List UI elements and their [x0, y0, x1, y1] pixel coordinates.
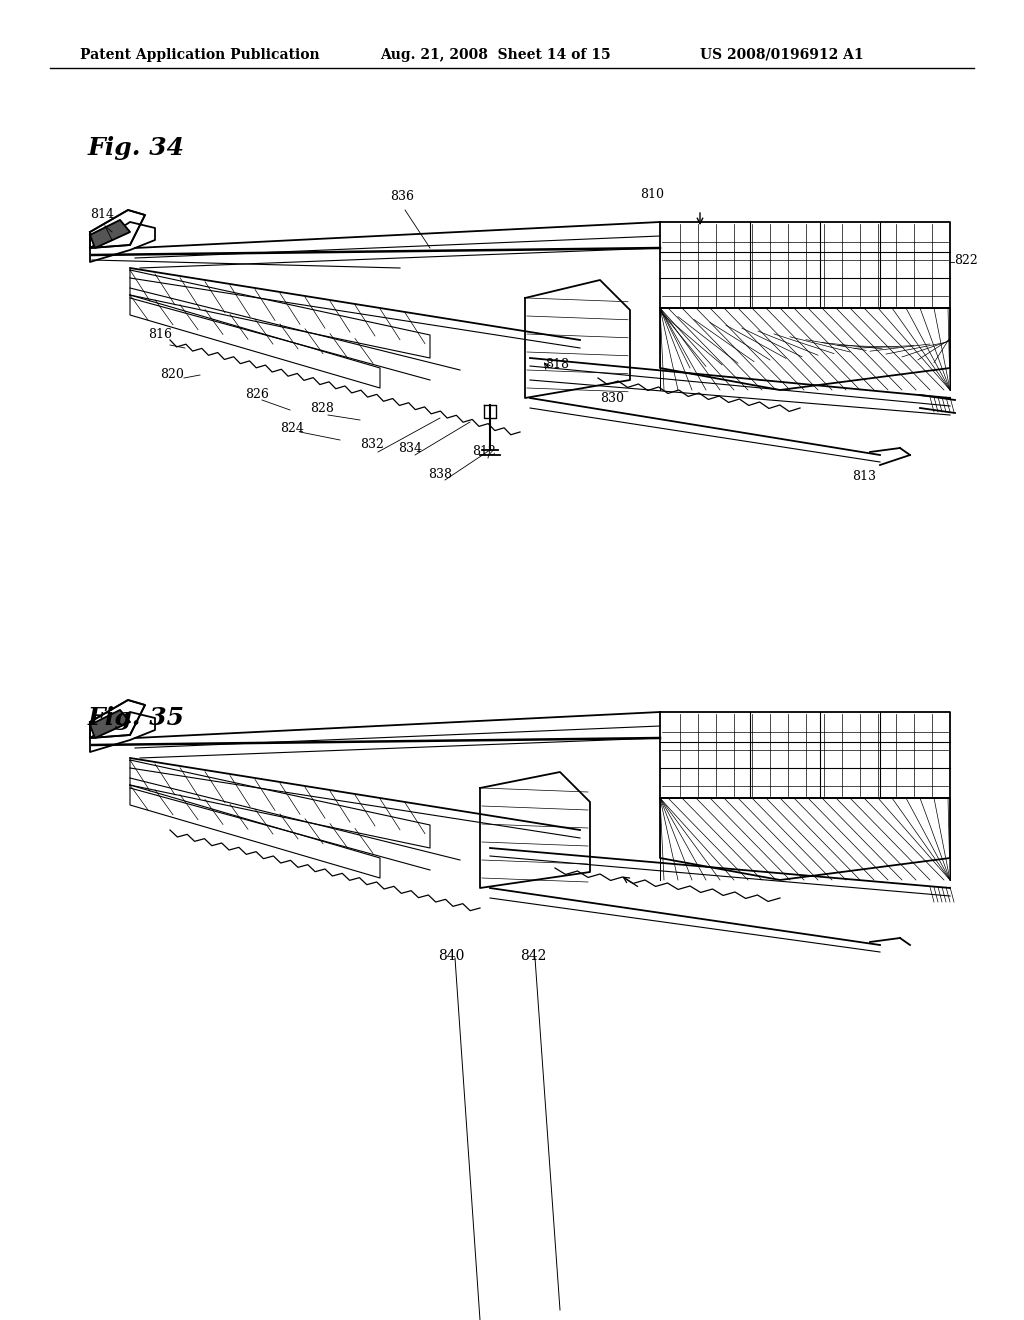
Text: 836: 836 [390, 190, 414, 203]
Polygon shape [90, 220, 130, 248]
Text: 826: 826 [245, 388, 269, 401]
Text: 828: 828 [310, 403, 334, 414]
Text: 834: 834 [398, 442, 422, 455]
Text: 832: 832 [360, 438, 384, 451]
Text: 840: 840 [438, 949, 464, 964]
Text: Aug. 21, 2008  Sheet 14 of 15: Aug. 21, 2008 Sheet 14 of 15 [380, 48, 610, 62]
Text: 842: 842 [520, 949, 547, 964]
Text: 813: 813 [852, 470, 876, 483]
Text: 838: 838 [428, 469, 452, 480]
Text: Patent Application Publication: Patent Application Publication [80, 48, 319, 62]
Text: 816: 816 [148, 327, 172, 341]
Text: 814: 814 [90, 209, 114, 220]
Text: 812: 812 [472, 445, 496, 458]
Text: Fig. 35: Fig. 35 [88, 706, 185, 730]
Text: 818: 818 [545, 358, 569, 371]
Text: US 2008/0196912 A1: US 2008/0196912 A1 [700, 48, 863, 62]
Polygon shape [90, 710, 130, 738]
Text: 824: 824 [280, 422, 304, 436]
Text: 820: 820 [160, 368, 184, 381]
Text: 822: 822 [954, 253, 978, 267]
Text: Fig. 34: Fig. 34 [88, 136, 185, 160]
Polygon shape [90, 700, 145, 738]
Text: 810: 810 [640, 187, 664, 201]
Polygon shape [90, 210, 145, 248]
Text: 830: 830 [600, 392, 624, 405]
